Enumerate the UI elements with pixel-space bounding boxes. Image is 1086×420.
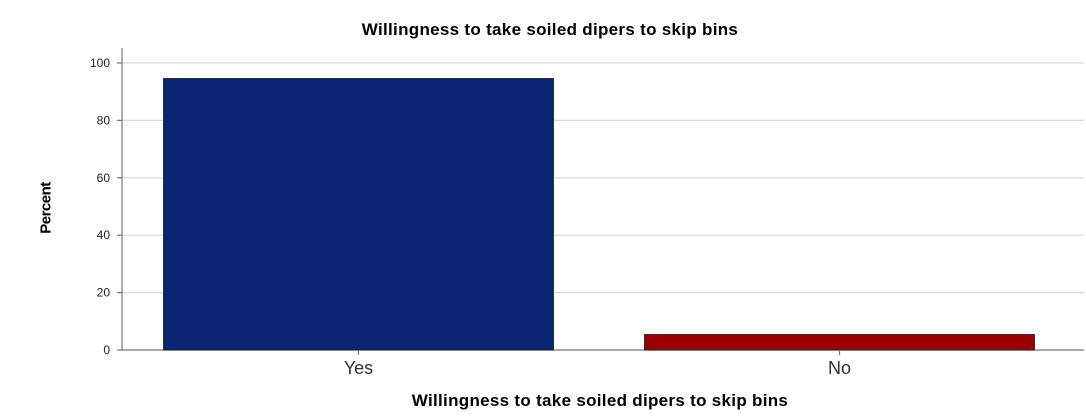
y-tick-label-80: 80 bbox=[97, 113, 111, 127]
bar-yes bbox=[163, 78, 554, 351]
y-tick-label-60: 60 bbox=[97, 171, 111, 185]
bar-no bbox=[644, 334, 1035, 351]
y-tick-label-0: 0 bbox=[103, 343, 110, 357]
x-axis-label: Willingness to take soiled dipers to ski… bbox=[411, 391, 789, 410]
y-tick-label-100: 100 bbox=[90, 56, 110, 70]
chart-title: Willingness to take soiled dipers to ski… bbox=[361, 20, 739, 39]
x-tick-label-no: No bbox=[828, 358, 851, 378]
y-tick-label-20: 20 bbox=[97, 286, 111, 300]
y-tick-label-40: 40 bbox=[97, 228, 111, 242]
x-tick-label-yes: Yes bbox=[344, 358, 373, 378]
